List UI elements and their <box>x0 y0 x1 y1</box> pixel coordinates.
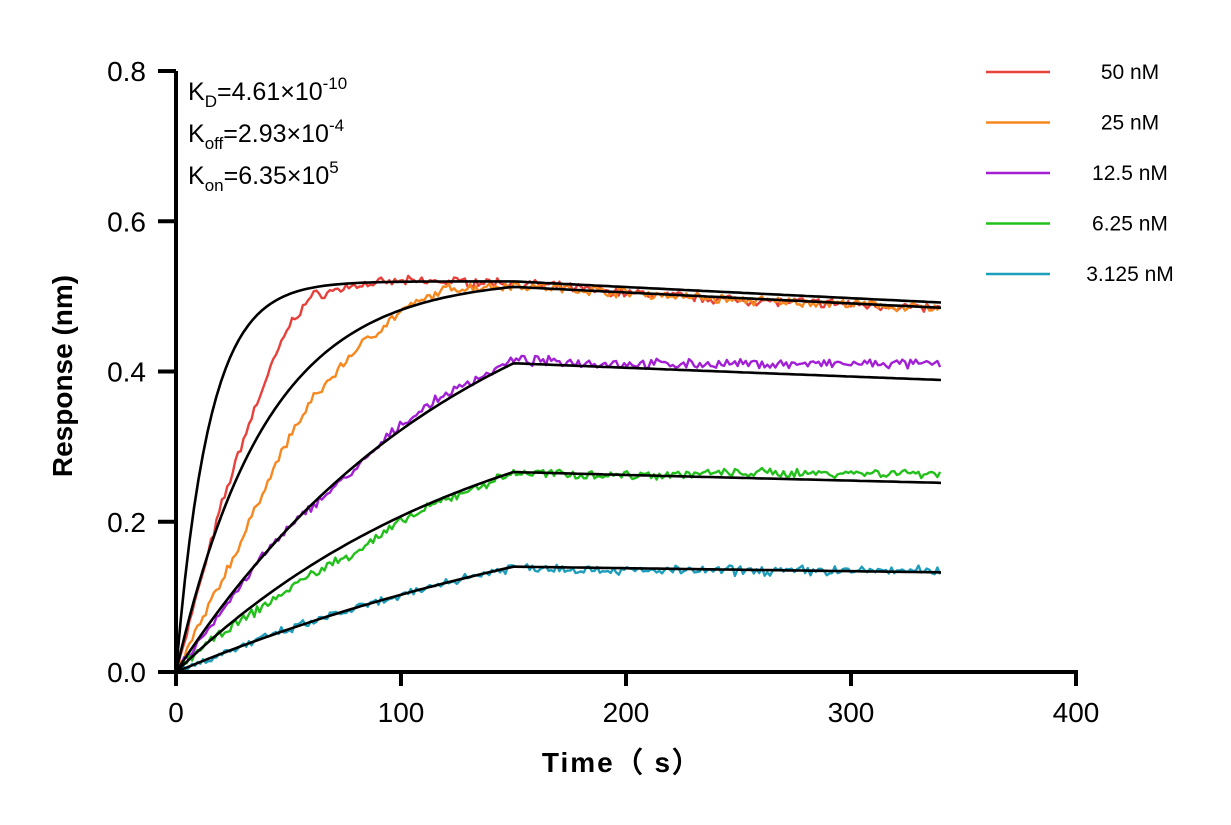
legend-label: 6.25 nM <box>1092 213 1168 236</box>
kd-annotation: KD=4.61×10-10 <box>188 74 347 111</box>
series-trace-2 <box>175 354 942 673</box>
x-axis-title: Time（ s） <box>542 746 702 778</box>
y-tick-label: 0.2 <box>107 507 146 538</box>
x-tick-label: 100 <box>378 697 425 728</box>
koff-annotation: Koff=2.93×10-4 <box>188 116 344 153</box>
series-trace-3 <box>175 466 942 673</box>
series-trace-4 <box>175 563 942 674</box>
kinetic-constants: KD=4.61×10-10 Koff=2.93×10-4 Kon=6.35×10… <box>188 74 347 195</box>
y-tick-label: 0.0 <box>107 657 146 688</box>
y-tick-label: 0.4 <box>107 357 146 388</box>
x-tick-label: 200 <box>603 697 650 728</box>
legend-label: 25 nM <box>1101 112 1159 135</box>
x-tick-label: 0 <box>168 697 184 728</box>
fit-curve-0 <box>174 280 942 673</box>
legend-label: 50 nM <box>1101 61 1159 84</box>
legend: 50 nM 25 nM 12.5 nM 6.25 nM 3.125 nM <box>986 61 1174 286</box>
legend-label: 3.125 nM <box>1086 263 1174 286</box>
fit-curve-2 <box>174 362 942 673</box>
series-trace-1 <box>174 281 941 673</box>
fit-curves <box>174 280 942 674</box>
fit-curve-1 <box>174 285 942 673</box>
legend-label: 12.5 nM <box>1092 162 1168 185</box>
y-tick-label: 0.6 <box>107 206 146 237</box>
fit-curve-4 <box>175 565 942 674</box>
x-tick-label: 400 <box>1053 697 1100 728</box>
y-tick-label: 0.8 <box>107 56 146 87</box>
x-tick-label: 300 <box>828 697 875 728</box>
ticks: 0 100 200 300 400 0.0 0.2 0.4 0.6 0.8 <box>107 56 1099 728</box>
y-axis-title: Response (nm) <box>47 275 78 477</box>
fit-curve-3 <box>175 470 942 673</box>
kon-annotation: Kon=6.35×105 <box>188 158 339 195</box>
